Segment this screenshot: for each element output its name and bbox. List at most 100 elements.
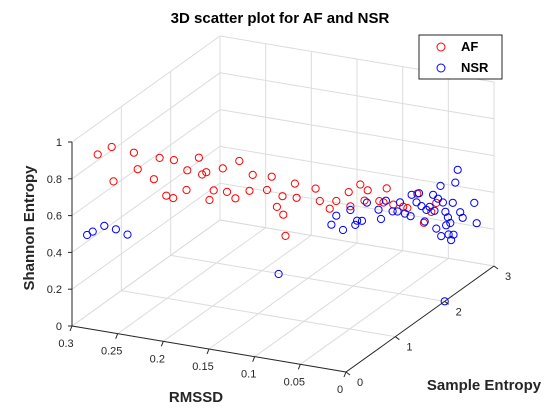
data-point-nsr: [425, 202, 434, 211]
side-wall-grid-line: [219, 145, 495, 193]
data-point-af: [272, 202, 281, 211]
data-point-nsr: [111, 225, 121, 234]
back-wall-grid-line: [71, 182, 221, 290]
y-tick-mark: [206, 348, 210, 355]
y-tick-mark: [69, 325, 73, 332]
data-point-af: [403, 204, 412, 213]
x-tick-label: 1: [406, 342, 412, 354]
data-point-nsr: [338, 225, 348, 235]
data-point-af: [379, 198, 388, 207]
data-point-af: [183, 166, 192, 175]
x-tick-mark: [395, 336, 400, 341]
back-wall-grid-line: [71, 72, 221, 180]
side-wall-grid-line: [219, 219, 495, 267]
y-tick-mark: [115, 333, 119, 339]
data-point-af: [344, 188, 353, 197]
z-axis-label: Shannon Entropy: [21, 165, 38, 291]
data-point-af: [281, 231, 290, 240]
data-point-nsr: [351, 220, 360, 229]
data-point-nsr: [449, 230, 458, 239]
data-point-nsr: [440, 297, 449, 306]
back-wall-grid-line: [71, 219, 221, 327]
side-wall-grid-line: [219, 109, 495, 157]
back-wall-grid-line: [71, 109, 221, 217]
x-tick-label: 2: [456, 306, 462, 318]
data-point-af: [162, 191, 171, 200]
data-point-nsr: [406, 212, 415, 221]
data-point-nsr: [446, 218, 455, 228]
data-point-nsr: [376, 214, 386, 224]
data-point-af: [209, 186, 218, 195]
z-tick-label: 0: [56, 321, 62, 333]
data-point-nsr: [448, 198, 457, 207]
data-point-nsr: [332, 211, 341, 220]
x-axis-label: Sample Entropy: [427, 377, 542, 394]
data-point-af: [194, 153, 203, 162]
y-tick-label: 0.05: [284, 376, 305, 388]
x-tick-mark: [493, 265, 499, 270]
data-point-nsr: [456, 208, 465, 217]
data-point-af: [248, 170, 257, 179]
data-point-af: [222, 187, 232, 196]
floor-grid-line: [254, 250, 403, 358]
data-point-af: [169, 194, 178, 203]
x-axis-line: [345, 265, 495, 373]
data-point-nsr: [429, 190, 438, 199]
data-point-af: [432, 198, 441, 207]
y-tick-label: 0: [337, 384, 343, 396]
data-point-af: [267, 172, 276, 181]
data-point-af: [155, 153, 164, 162]
data-point-af: [107, 142, 116, 152]
z-tick-label: 0.6: [47, 211, 62, 223]
data-point-af: [311, 184, 320, 193]
data-point-nsr: [442, 221, 451, 230]
data-point-af: [93, 150, 102, 159]
data-point-nsr: [470, 198, 479, 207]
legend-box: [418, 34, 503, 80]
data-point-af: [218, 164, 227, 173]
data-point-nsr: [414, 189, 424, 198]
data-point-nsr: [451, 178, 460, 187]
data-point-af: [205, 195, 214, 205]
data-point-af: [363, 186, 372, 195]
data-point-af: [109, 177, 118, 186]
floor-grid-line: [117, 227, 266, 335]
data-point-af: [389, 200, 398, 209]
data-point-af: [149, 175, 158, 184]
data-point-nsr: [381, 196, 390, 205]
y-tick-mark: [252, 356, 256, 362]
data-point-nsr: [123, 230, 132, 239]
data-point-af: [356, 180, 365, 189]
data-point-af: [292, 193, 301, 202]
data-point-nsr: [430, 206, 439, 215]
y-tick-mark: [297, 364, 301, 370]
data-point-af: [262, 185, 272, 195]
floor-grid-line: [163, 234, 312, 342]
data-point-nsr: [417, 202, 426, 211]
data-point-af: [231, 194, 240, 203]
points-layer: [83, 142, 481, 306]
data-point-nsr: [441, 207, 450, 216]
data-point-af: [169, 156, 178, 165]
data-point-nsr: [432, 224, 441, 233]
legend-marker-af: [436, 42, 446, 52]
data-point-nsr: [388, 207, 397, 216]
y-tick-label: 0.3: [58, 338, 73, 350]
data-point-af: [133, 165, 142, 174]
data-point-nsr: [472, 219, 481, 228]
chart-title: 3D scatter plot for AF and NSR: [171, 10, 390, 27]
data-point-nsr: [100, 221, 109, 230]
data-point-af: [235, 156, 244, 166]
data-point-af: [375, 197, 384, 206]
x-tick-mark: [444, 300, 449, 305]
data-point-nsr: [453, 165, 462, 174]
data-point-nsr: [443, 213, 452, 222]
data-point-af: [182, 185, 191, 195]
data-point-af: [278, 192, 287, 201]
data-point-af: [346, 202, 355, 211]
back-wall-grid-line: [71, 145, 221, 253]
y-tick-label: 0.15: [192, 361, 213, 373]
legend-label-af: AF: [461, 39, 478, 54]
data-point-nsr: [420, 217, 429, 226]
